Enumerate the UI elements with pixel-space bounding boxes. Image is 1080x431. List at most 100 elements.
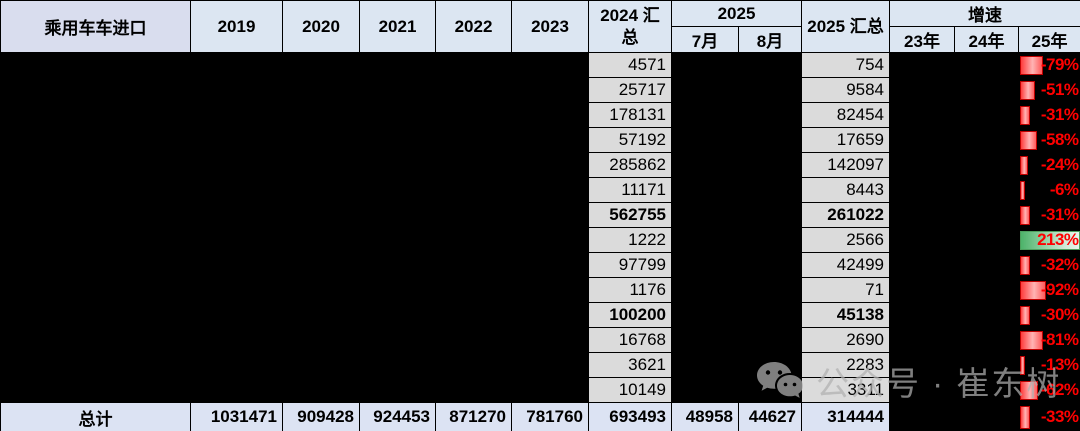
redacted-region: [889, 127, 1019, 153]
cell-growth-25: -31%: [1018, 102, 1080, 128]
redacted-region: [889, 327, 1019, 353]
cell-growth-25: -24%: [1018, 152, 1080, 178]
redacted-region: [671, 102, 802, 128]
redacted-region: [889, 402, 1019, 431]
redacted-region: [889, 77, 1019, 103]
table-row: 11171 8443 -6%: [0, 177, 1080, 203]
redacted-region: [671, 52, 802, 78]
table-row: 285862 142097 -24%: [0, 152, 1080, 178]
header-cell-2022: 2022: [435, 0, 512, 53]
growth-bar: [1019, 80, 1036, 100]
table-row: 16768 2690 -81%: [0, 327, 1080, 353]
growth-value: -30%: [1040, 305, 1079, 324]
growth-bar: [1019, 330, 1044, 350]
total-august: 44627: [737, 402, 803, 431]
header-cell-growth-24: 24年: [954, 26, 1020, 53]
header-cell-2025-total: 2025 汇总: [801, 0, 891, 53]
redacted-region: [889, 377, 1019, 403]
cell-2025-total: 8443: [801, 177, 891, 203]
redacted-region: [0, 352, 589, 378]
redacted-region: [0, 127, 589, 153]
growth-value: -31%: [1040, 205, 1079, 224]
table-footer: 总计 1031471 909428 924453 871270 781760 6…: [0, 402, 1080, 431]
growth-bar: [1019, 280, 1047, 300]
growth-value: -58%: [1040, 130, 1079, 149]
redacted-region: [889, 177, 1019, 203]
cell-growth-25: -30%: [1018, 302, 1080, 328]
total-2020: 909428: [282, 402, 360, 431]
growth-value: -13%: [1040, 355, 1079, 374]
cell-growth-25: -51%: [1018, 77, 1080, 103]
growth-value: -31%: [1040, 105, 1079, 124]
cell-2024-total: 3621: [588, 352, 672, 378]
cell-2024-total: 1222: [588, 227, 672, 253]
table-row: 100200 45138 -30%: [0, 302, 1080, 328]
growth-value: -24%: [1040, 155, 1079, 174]
cell-2024-total: 97799: [588, 252, 672, 278]
cell-2025-total: 17659: [801, 127, 891, 153]
redacted-region: [0, 202, 589, 228]
table-row: 10149 3311 -62%: [0, 377, 1080, 403]
header-cell-2021: 2021: [359, 0, 436, 53]
header-cell-july: 7月: [671, 26, 739, 53]
table-header: 乘用车车进口 2019 2020 2021 2022 2023 2024 汇总 …: [0, 0, 1080, 53]
header-cell-growth-25: 25年: [1018, 26, 1080, 53]
total-2023: 781760: [511, 402, 589, 431]
redacted-region: [889, 352, 1019, 378]
growth-bar: [1020, 230, 1080, 250]
table-row: 178131 82454 -31%: [0, 102, 1080, 128]
growth-bar: [1019, 155, 1028, 175]
cell-2025-total: 2690: [801, 327, 891, 353]
total-growth-cell: -33%: [1018, 402, 1080, 431]
header-group-growth: 增速: [889, 0, 1080, 27]
total-2025: 314444: [801, 402, 891, 431]
header-group-2025: 2025: [670, 0, 803, 27]
table-row: 1222 2566 213%: [0, 227, 1080, 253]
cell-2025-total: 142097: [801, 152, 891, 178]
cell-growth-25: 213%: [1018, 227, 1080, 253]
redacted-region: [0, 327, 589, 353]
redacted-region: [0, 227, 589, 253]
redacted-region: [0, 252, 589, 278]
table-row: 25717 9584 -51%: [0, 77, 1080, 103]
growth-bar: [1019, 255, 1031, 275]
cell-2024-total: 1176: [588, 277, 672, 303]
redacted-region: [671, 177, 802, 203]
total-label: 总计: [0, 402, 191, 431]
table-row: 4571 754 -79%: [0, 52, 1080, 78]
redacted-region: [889, 202, 1019, 228]
cell-2025-total: 3311: [801, 377, 891, 403]
cell-2024-total: 178131: [588, 102, 672, 128]
header-cell-2023: 2023: [511, 0, 589, 53]
redacted-region: [0, 177, 589, 203]
redacted-region: [671, 77, 802, 103]
redacted-region: [0, 52, 589, 78]
table-row: 1176 71 -92%: [0, 277, 1080, 303]
redacted-region: [671, 302, 802, 328]
cell-growth-25: -32%: [1018, 252, 1080, 278]
cell-growth-25: -6%: [1018, 177, 1080, 203]
cell-growth-25: -13%: [1018, 352, 1080, 378]
redacted-region: [671, 252, 802, 278]
redacted-region: [671, 352, 802, 378]
redacted-region: [671, 277, 802, 303]
cell-2024-total: 285862: [588, 152, 672, 178]
cell-2024-total: 100200: [588, 302, 672, 328]
total-row: 总计 1031471 909428 924453 871270 781760 6…: [0, 402, 1080, 431]
table-row: 97799 42499 -32%: [0, 252, 1080, 278]
cell-2025-total: 82454: [801, 102, 891, 128]
redacted-region: [889, 227, 1019, 253]
growth-value: -92%: [1040, 280, 1079, 299]
growth-bar: [1019, 130, 1038, 150]
redacted-region: [671, 152, 802, 178]
total-2022: 871270: [435, 402, 512, 431]
table-row: 57192 17659 -58%: [0, 127, 1080, 153]
redacted-region: [671, 327, 802, 353]
redacted-region: [889, 277, 1019, 303]
header-cell-august: 8月: [737, 26, 803, 53]
redacted-region: [671, 127, 802, 153]
cell-2024-total: 25717: [588, 77, 672, 103]
redacted-region: [0, 102, 589, 128]
total-2021: 924453: [359, 402, 436, 431]
table-row: 3621 2283 -13%: [0, 352, 1080, 378]
